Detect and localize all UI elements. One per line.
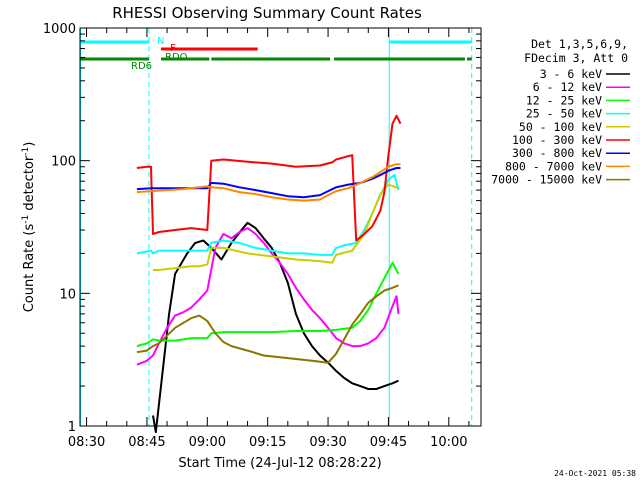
legend-label-2: 12 - 25 keV [526, 93, 602, 107]
legend: Det 1,3,5,6,9, FDecim 3, Att 0 3 - 6 keV… [491, 37, 630, 187]
x-tick-label-5: 09:45 [370, 435, 407, 450]
legend-label-3: 25 - 50 keV [526, 107, 602, 121]
legend-label-1: 6 - 12 keV [533, 80, 602, 94]
y-tick-label-1: 10 [59, 287, 76, 302]
legend-label-7: 800 - 7000 keV [505, 159, 602, 173]
legend-header-line2: FDecim 3, Att 0 [524, 51, 628, 65]
vertical-markers [80, 28, 473, 426]
flag-n-label: N [157, 36, 164, 47]
x-axis-label: Start Time (24-Jul-12 08:28:22) [178, 456, 381, 471]
chart-title: RHESSI Observing Summary Count Rates [112, 4, 422, 22]
legend-label-8: 7000 - 15000 keV [491, 173, 602, 187]
flag-rd6-label: RD6 [131, 61, 152, 72]
x-tick-label-2: 09:00 [189, 435, 226, 450]
series-line-5 [136, 114, 402, 242]
series-line-8 [136, 284, 399, 364]
series-line-1 [136, 227, 400, 366]
flag-bars: NF RD6 RDO [80, 36, 472, 72]
legend-label-5: 100 - 300 keV [512, 133, 602, 147]
footer-timestamp: 24-Oct-2021 05:38 [554, 469, 636, 478]
legend-label-4: 50 - 100 keV [519, 120, 602, 134]
series-line-4 [153, 183, 399, 271]
y-tick-label-0: 1 [68, 420, 76, 435]
legend-label-0: 3 - 6 keV [540, 67, 602, 81]
x-tick-label-0: 08:30 [68, 435, 105, 450]
series-line-0 [152, 221, 399, 434]
series-line-2 [136, 261, 400, 348]
y-axis: 1 10 100 1000 [43, 22, 481, 435]
flag-rdo-label: RDO [165, 52, 188, 63]
legend-label-6: 300 - 800 keV [512, 146, 602, 160]
y-tick-label-3: 1000 [43, 22, 76, 37]
legend-header-line1: Det 1,3,5,6,9, [531, 37, 628, 51]
x-tick-label-3: 09:15 [249, 435, 286, 450]
plot-frame [79, 27, 482, 427]
x-tick-label-4: 09:30 [309, 435, 346, 450]
series-line-7 [136, 163, 401, 202]
y-tick-label-2: 100 [51, 155, 76, 170]
series-layer [136, 114, 402, 434]
y-axis-label: Count Rate (s-1 detector-1) [21, 142, 37, 313]
x-axis: 08:30 08:45 09:00 09:15 09:30 09:45 10:00 [68, 28, 470, 450]
x-tick-label-6: 10:00 [430, 435, 467, 450]
flag-f-label: F [170, 43, 176, 54]
x-tick-label-1: 08:45 [128, 435, 165, 450]
